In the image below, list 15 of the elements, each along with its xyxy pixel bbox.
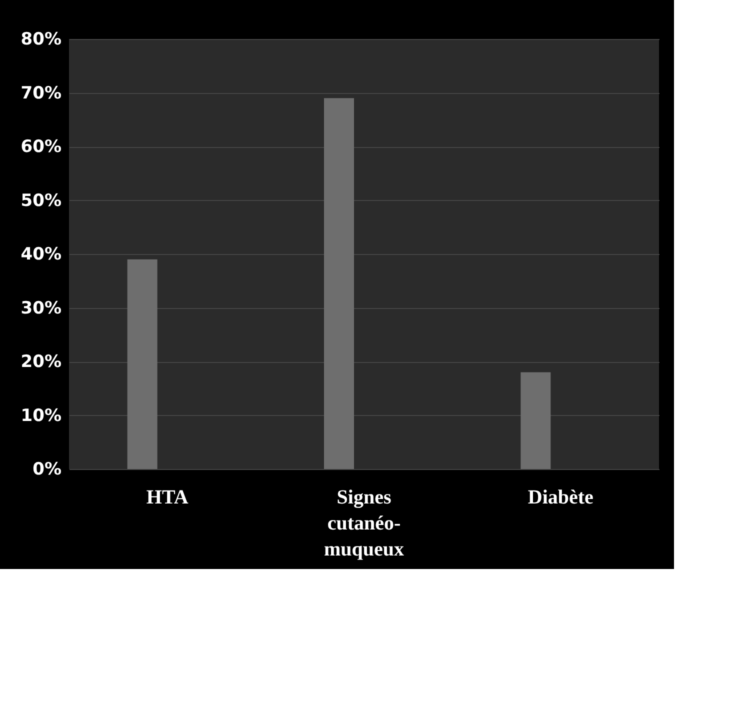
y-tick-label: 60% (20, 137, 62, 157)
bar (520, 372, 551, 469)
y-tick-label: 10% (20, 406, 62, 426)
bar (127, 259, 158, 469)
x-tick-label: Diabète (528, 486, 594, 508)
y-tick-label: 50% (20, 190, 62, 211)
y-tick-label: 30% (20, 298, 62, 318)
bar (324, 98, 354, 469)
y-tick-label: 0% (32, 460, 62, 480)
y-tick-label: 80% (20, 30, 62, 50)
x-tick-label: HTA (146, 486, 189, 508)
x-tick-label: Signes cutanéo-muqueux (324, 486, 404, 560)
y-tick-label: 20% (20, 352, 62, 372)
y-tick-label: 70% (20, 83, 62, 104)
y-tick-label: 40% (20, 244, 62, 264)
